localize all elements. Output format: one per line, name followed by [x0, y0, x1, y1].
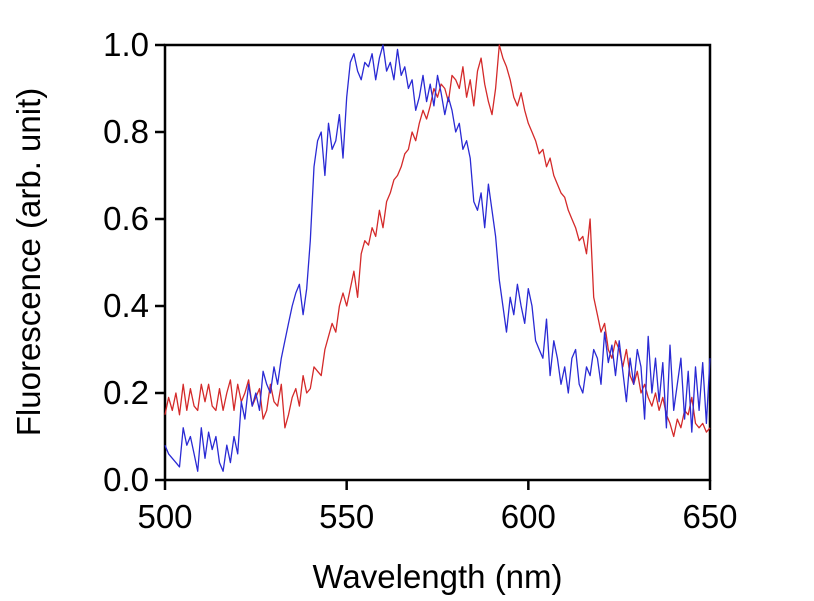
- series-layer: [164, 44, 711, 472]
- series-line-2: [164, 44, 711, 472]
- y-tick-label: 0.8: [103, 113, 149, 150]
- series-line-1: [164, 44, 711, 438]
- x-tick-label: 500: [137, 498, 192, 535]
- y-tick-label: 0.4: [103, 287, 149, 324]
- plot-frame: [163, 43, 712, 482]
- x-tick-label: 600: [501, 498, 556, 535]
- x-axis-ticks: 500 550 600 650: [137, 480, 738, 535]
- y-tick-label: 1.0: [103, 26, 149, 63]
- x-tick-label: 550: [319, 498, 374, 535]
- x-tick-label: 650: [682, 498, 737, 535]
- y-tick-label: 0.2: [103, 374, 149, 411]
- y-axis-ticks: 0.0 0.2 0.4 0.6 0.8 1.0: [103, 26, 165, 498]
- x-axis-label: Wavelength (nm): [312, 558, 562, 595]
- y-tick-label: 0.6: [103, 200, 149, 237]
- y-tick-label: 0.0: [103, 461, 149, 498]
- y-axis-label: Fluorescence (arb. unit): [10, 88, 47, 436]
